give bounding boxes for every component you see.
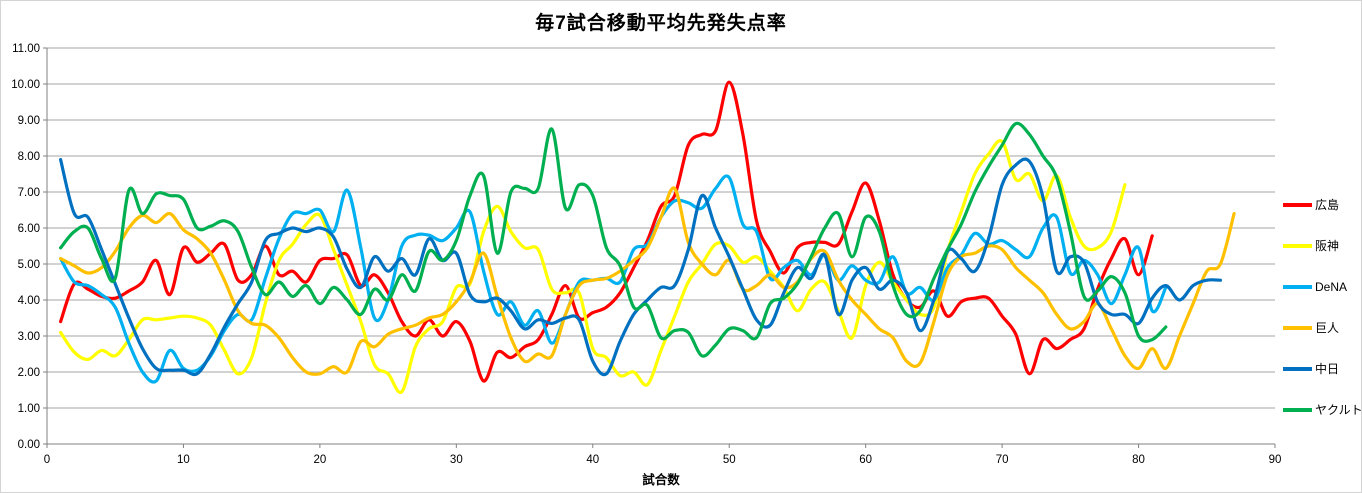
legend-item-hanshin: 阪神 [1283,225,1361,266]
svg-text:1.00: 1.00 [18,403,40,415]
legend-label: 中日 [1315,362,1340,376]
svg-text:60: 60 [859,454,872,466]
legend-line-swatch [1283,325,1312,330]
svg-text:5.00: 5.00 [18,259,40,271]
legend-label: 広島 [1315,198,1340,212]
svg-text:90: 90 [1269,454,1282,466]
legend-item-hiroshima: 広島 [1283,184,1361,225]
svg-text:40: 40 [586,454,599,466]
svg-text:6.00: 6.00 [18,223,40,235]
legend-label: 巨人 [1315,321,1340,335]
svg-text:70: 70 [996,454,1009,466]
svg-text:50: 50 [723,454,736,466]
legend-label: DeNA [1315,279,1348,294]
svg-text:7.00: 7.00 [18,187,40,199]
svg-text:4.00: 4.00 [18,295,40,307]
svg-text:10.00: 10.00 [11,79,40,91]
legend-line-swatch [1283,284,1312,289]
svg-text:2.00: 2.00 [18,367,40,379]
legend-line-swatch [1283,366,1312,371]
svg-text:9.00: 9.00 [18,115,40,127]
legend-item-chunichi: 中日 [1283,348,1361,389]
legend-item-dena: DeNA [1283,266,1361,307]
svg-text:0.00: 0.00 [18,439,40,451]
svg-text:8.00: 8.00 [18,151,40,163]
svg-text:80: 80 [1132,454,1145,466]
svg-text:20: 20 [313,454,326,466]
legend-item-kyojin: 巨人 [1283,307,1361,348]
legend: 広島 阪神 DeNA 巨人 中日 ヤクルト [1283,184,1361,430]
svg-text:0: 0 [44,454,50,466]
legend-label: 阪神 [1315,239,1340,253]
legend-line-swatch [1283,407,1312,412]
svg-text:30: 30 [450,454,463,466]
chart-title: 毎7試合移動平均先発失点率 [535,13,787,34]
legend-line-swatch [1283,243,1312,248]
svg-text:11.00: 11.00 [12,43,40,55]
svg-text:10: 10 [177,454,190,466]
legend-item-yakult: ヤクルト [1283,389,1361,430]
legend-label: ヤクルト [1315,403,1362,417]
svg-text:3.00: 3.00 [18,331,40,343]
legend-line-swatch [1283,202,1312,207]
x-axis-title: 試合数 [642,473,680,487]
